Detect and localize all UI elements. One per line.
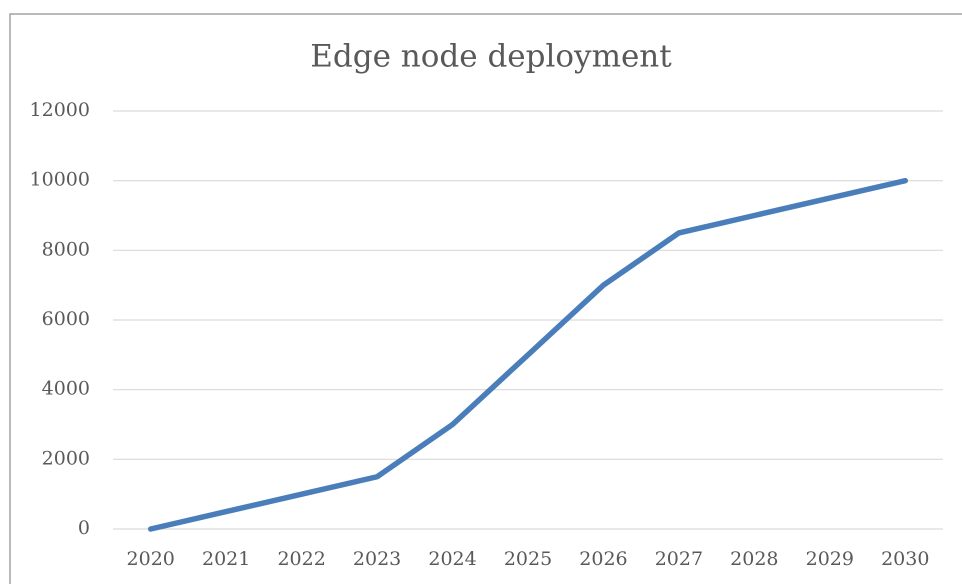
y-tick-label: 10000 [30, 169, 90, 191]
x-tick-label: 2021 [202, 548, 250, 570]
data-line [147, 177, 909, 532]
x-tick-label: 2025 [504, 548, 552, 570]
x-tick-label: 2024 [428, 548, 476, 570]
y-tick-label: 4000 [42, 378, 90, 400]
x-tick-label: 2029 [806, 548, 854, 570]
y-tick-label: 0 [78, 517, 90, 539]
x-tick-label: 2030 [881, 548, 929, 570]
x-tick-label: 2023 [353, 548, 401, 570]
y-tick-label: 8000 [42, 238, 90, 260]
x-tick-label: 2020 [127, 548, 175, 570]
x-tick-label: 2027 [655, 548, 703, 570]
y-tick-label: 12000 [30, 99, 90, 121]
x-tick-label: 2026 [579, 548, 627, 570]
x-tick-label: 2022 [277, 548, 325, 570]
x-tick-label: 2028 [730, 548, 778, 570]
y-tick-label: 2000 [42, 447, 90, 469]
chart-title: Edge node deployment [310, 39, 672, 75]
chart-border [9, 13, 962, 584]
y-tick-label: 6000 [42, 308, 90, 330]
